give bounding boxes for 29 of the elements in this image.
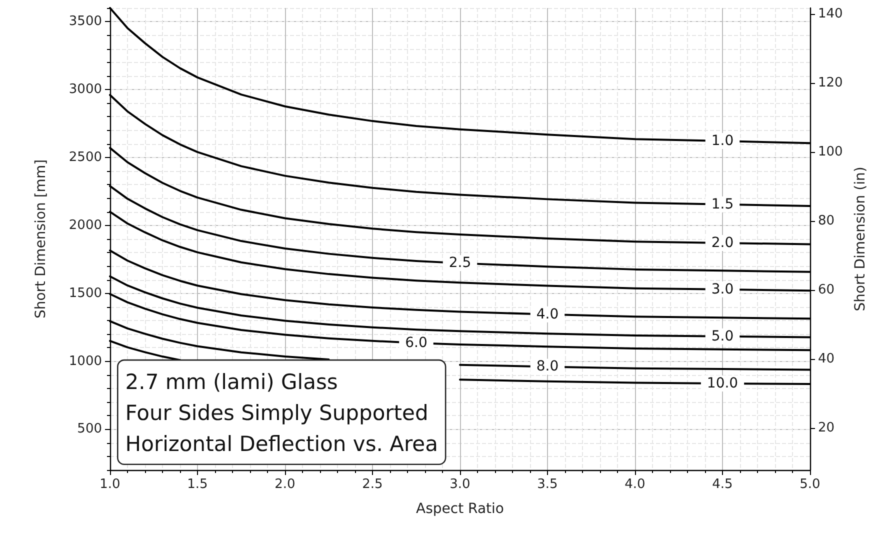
x-tick-label: 3.5 [537,477,558,492]
y-axis-title: Short Dimension [mm] [33,159,49,319]
x-tick-label: 5.0 [800,477,820,492]
y2-tick-label: 20 [818,420,835,436]
y2-tick-label: 100 [818,144,843,160]
y-tick-label: 3500 [68,14,102,30]
x-tick-label: 4.5 [712,477,733,492]
y2-axis-title: Short Dimension (in) [852,166,869,312]
annotation: 2.7 mm (lami) Glass [125,370,338,394]
y-tick-label: 3000 [68,82,102,98]
x-tick-label: 2.0 [274,477,296,492]
y-tick-label: 2000 [68,218,102,233]
x-axis-title: Aspect Ratio [416,501,504,517]
y2-tick-label: 80 [818,214,835,229]
y2-tick-label: 140 [818,6,843,22]
y-tick-label: 1500 [68,286,102,301]
x-tick-label: 1.5 [187,477,208,492]
y-tick-label: 500 [77,422,102,437]
x-tick-label: 2.5 [362,477,383,492]
y2-tick-label: 40 [818,352,835,367]
annotation: Horizontal Deflection vs. Area [125,432,438,456]
y-tick-label: 2500 [68,150,102,165]
y2-tick-label: 60 [818,282,835,298]
y-tick-label: 1000 [68,354,102,369]
y2-tick-label: 120 [818,76,843,90]
annotation: Four Sides Simply Supported [125,401,428,426]
x-tick-label: 1.0 [100,477,120,492]
x-tick-label: 4.0 [624,477,646,492]
x-tick-label: 3.0 [450,477,470,492]
